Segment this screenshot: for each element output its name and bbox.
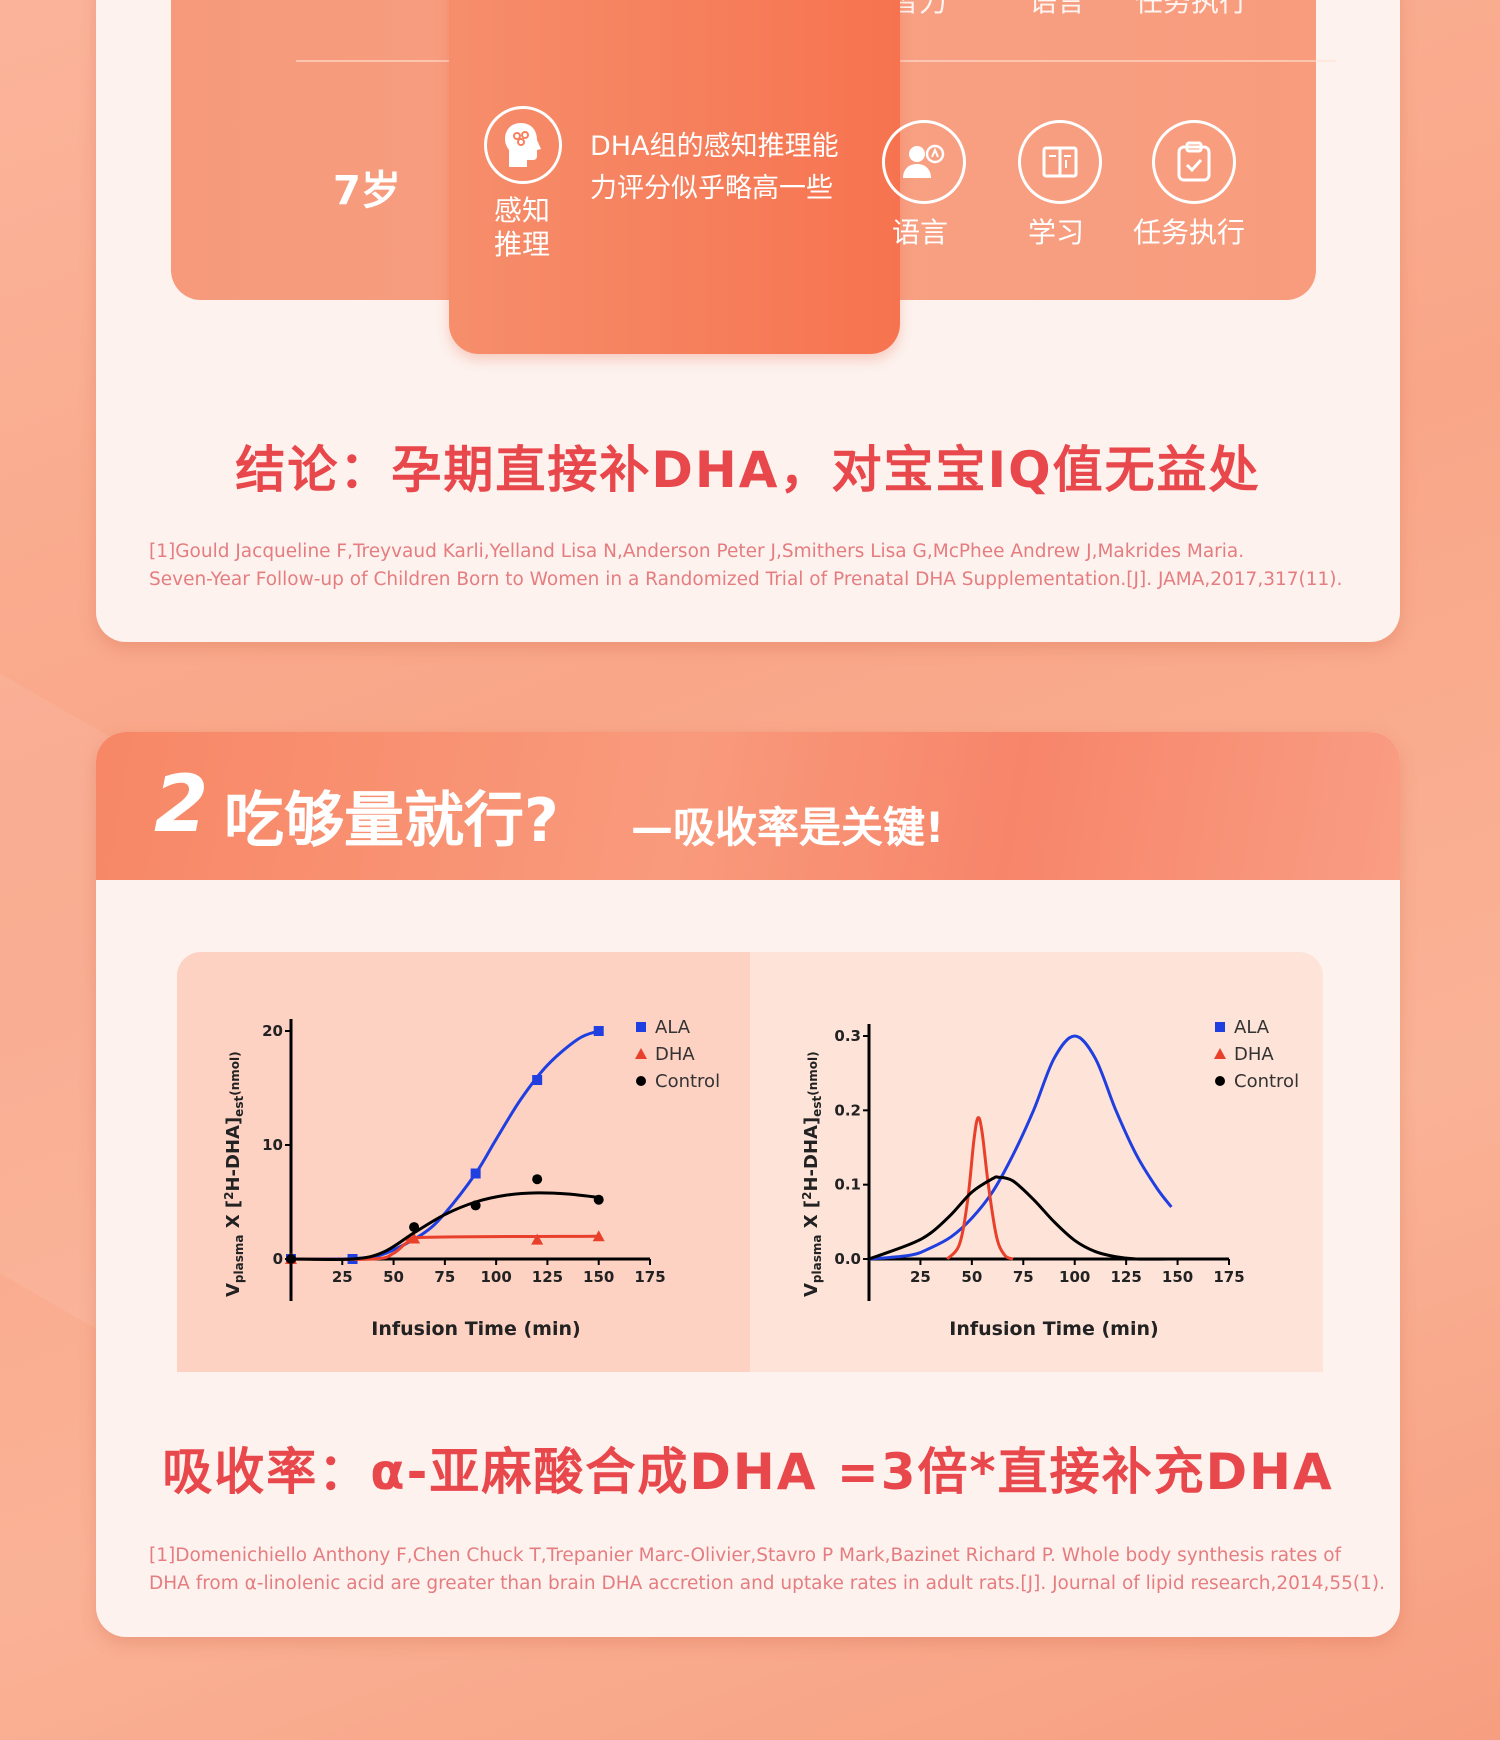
series-line-dha <box>946 1116 1014 1261</box>
x-tick-label: 125 <box>1110 1268 1141 1286</box>
data-point-control <box>532 1174 543 1185</box>
y-label-part: X [ <box>801 1200 822 1235</box>
x-tick-label: 25 <box>910 1268 931 1286</box>
item-label: 学习 <box>1028 216 1085 249</box>
header-label: 智力 <box>891 0 948 18</box>
y-label-part: plasma <box>810 1235 824 1284</box>
legend-marker <box>1214 1048 1226 1059</box>
conclusion-text: 吸收率：α-亚麻酸合成DHA =3倍*直接补充DHA <box>162 1443 1334 1501</box>
y-tick-label: 0.0 <box>834 1250 861 1268</box>
y-label-part: (nmol) <box>228 1051 242 1095</box>
legend-marker <box>636 1076 646 1086</box>
y-tick-label: 20 <box>262 1022 283 1040</box>
x-tick-label: 100 <box>1059 1268 1090 1286</box>
section-number: 2 <box>154 760 209 850</box>
x-tick-label: 75 <box>1013 1268 1034 1286</box>
y-label-part: plasma <box>232 1235 246 1284</box>
highlight-column: 感知推理 DHA组的感知推理能力评分似乎略高一些 <box>449 0 900 354</box>
data-point-control <box>470 1200 481 1211</box>
data-point-control <box>409 1222 420 1233</box>
citation-line: [1]Domenichiello Anthony F,Chen Chuck T,… <box>149 1545 1342 1566</box>
charts-svg: 25 50 75 100 125 150 175 0 10 20 Infusion Time (mi… <box>222 1017 1299 1340</box>
series-line-control <box>868 1175 1178 1261</box>
charts-area: 25 50 75 100 125 150 175 0 10 20 Infusion Time (mi… <box>177 952 1323 1372</box>
item-label: 语言 <box>892 216 949 249</box>
y-tick-label: 0.3 <box>834 1027 861 1045</box>
y-label-part: est <box>810 1096 824 1117</box>
chart-left-background <box>177 952 750 1372</box>
data-point-dha <box>531 1233 544 1245</box>
y-axis-label: Vplasma X [2H-DHA]est(nmol) <box>800 1051 824 1297</box>
conclusion-text: 结论：孕期直接补DHA，对宝宝IQ值无益处 <box>235 441 1261 499</box>
x-tick-label: 125 <box>532 1268 563 1286</box>
legend-label: Control <box>655 1071 720 1092</box>
legend-label: DHA <box>655 1044 695 1065</box>
y-axis-label: Vplasma X [2H-DHA]est(nmol) <box>222 1051 246 1297</box>
y-label-part: V <box>223 1283 244 1297</box>
x-tick-label: 50 <box>961 1268 982 1286</box>
citation-line: [1]Gould Jacqueline F,Treyvaud Karli,Yel… <box>149 541 1245 562</box>
data-point-control <box>286 1254 296 1264</box>
x-tick-label: 50 <box>383 1268 404 1286</box>
item-label: 任务执行 <box>1133 216 1246 249</box>
head-brain-icon <box>484 106 562 184</box>
legend-label: ALA <box>1234 1017 1270 1038</box>
x-tick-label: 175 <box>634 1268 665 1286</box>
legend-marker <box>636 1022 646 1032</box>
section-subtitle: —吸收率是关键! <box>631 803 945 852</box>
legend-label: Control <box>1234 1071 1299 1092</box>
data-point-ala <box>470 1168 481 1179</box>
y-label-part: X [ <box>223 1200 244 1235</box>
header-label: 任务执行 <box>1135 0 1248 18</box>
x-tick-label: 25 <box>332 1268 353 1286</box>
section-title: 吃够量就行? <box>224 786 559 856</box>
study-card: 智力 语言 任务执行 7岁 感知推理 DHA组的感知推理能力评分似乎略高一些 语… <box>96 0 1400 642</box>
data-point-ala <box>532 1075 543 1086</box>
data-point-dha <box>592 1230 605 1242</box>
legend-marker <box>1215 1076 1225 1086</box>
legend-label: ALA <box>655 1017 691 1038</box>
x-axis-label: Infusion Time (min) <box>949 1318 1158 1340</box>
x-axis-label: Infusion Time (min) <box>371 1318 580 1340</box>
y-label-part: V <box>801 1283 822 1297</box>
y-label-part: H-DHA] <box>223 1117 244 1192</box>
y-tick-label: 0.2 <box>834 1101 861 1119</box>
y-label-part: est <box>232 1096 246 1117</box>
clipboard-check-icon <box>1152 120 1236 204</box>
citation-line: DHA from α-linolenic acid are greater th… <box>149 1573 1385 1594</box>
y-label-part: 2 <box>222 1192 236 1200</box>
citation-line: Seven-Year Follow-up of Children Born to… <box>149 569 1343 590</box>
y-label-part: H-DHA] <box>801 1117 822 1192</box>
people-speech-icon <box>882 120 966 204</box>
series-line-ala <box>868 1034 1173 1261</box>
y-tick-label: 0.1 <box>834 1176 861 1194</box>
legend-marker <box>635 1048 647 1059</box>
x-tick-label: 150 <box>583 1268 614 1286</box>
y-label-part: 2 <box>800 1192 814 1200</box>
x-tick-label: 100 <box>480 1268 511 1286</box>
legend-marker <box>1215 1022 1225 1032</box>
y-tick-label: 10 <box>262 1136 283 1154</box>
data-point-dha <box>408 1232 421 1244</box>
data-point-ala <box>593 1026 604 1036</box>
y-tick-label: 0 <box>273 1250 283 1268</box>
absorption-card: 2 吃够量就行? —吸收率是关键! 25 50 75 100 125 150 175 0 10 2… <box>96 732 1400 1637</box>
series-line-control <box>290 1191 599 1262</box>
citation: [1]Domenichiello Anthony F,Chen Chuck T,… <box>149 1542 1389 1598</box>
x-tick-label: 150 <box>1162 1268 1193 1286</box>
citation: [1]Gould Jacqueline F,Treyvaud Karli,Yel… <box>149 538 1389 594</box>
legend-label: DHA <box>1234 1044 1274 1065</box>
series-line-ala <box>290 1029 600 1261</box>
section-header: 2 吃够量就行? —吸收率是关键! <box>96 732 1400 880</box>
x-tick-label: 175 <box>1213 1268 1244 1286</box>
data-point-control <box>593 1194 604 1205</box>
age-label: 7岁 <box>333 168 401 214</box>
highlight-description: DHA组的感知推理能力评分似乎略高一些 <box>590 131 839 204</box>
x-tick-label: 75 <box>434 1268 455 1286</box>
book-icon <box>1018 120 1102 204</box>
y-label-part: (nmol) <box>806 1051 820 1095</box>
highlight-label: 感知推理 <box>494 194 551 261</box>
header-label: 语言 <box>1029 0 1086 18</box>
series-line-dha <box>290 1234 599 1261</box>
